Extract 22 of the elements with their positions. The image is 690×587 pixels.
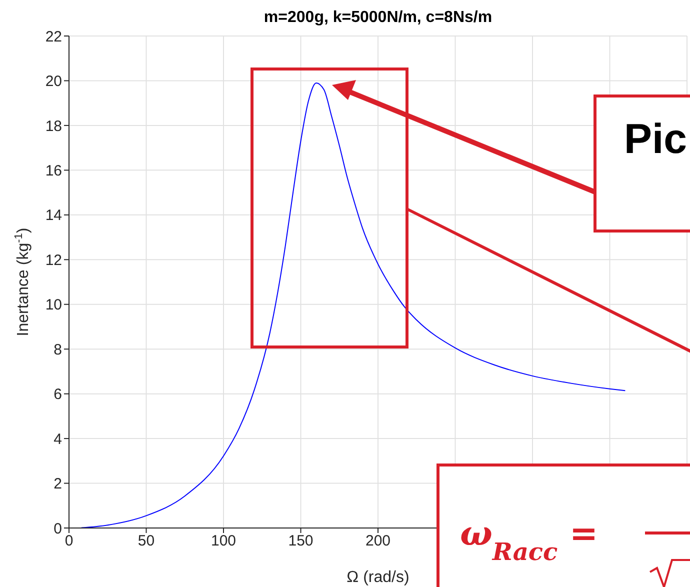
y-tick-label: 2 [54, 476, 62, 493]
annotation: ω$_{Racc}$ = [460, 514, 598, 566]
x-tick-label: 100 [210, 532, 236, 550]
y-tick-label: 4 [54, 430, 62, 448]
y-tick-label: 10 [45, 296, 62, 314]
x-tick-label: 50 [138, 532, 155, 550]
y-tick-label: 16 [45, 162, 62, 180]
chart-title: m=200g, k=5000N/m, c=8Ns/m [264, 9, 492, 26]
annotation: Pic [624, 115, 688, 162]
x-axis-title: Ω (rad/s) [346, 569, 410, 586]
y-tick-label: 20 [45, 73, 62, 90]
line-series [80, 82, 626, 528]
y-tick-label: 18 [45, 118, 62, 135]
y-tick-label: 8 [54, 341, 62, 358]
x-tick-label: 150 [288, 532, 314, 550]
x-tick-label: 0 [64, 532, 74, 550]
y-tick-label: 12 [45, 252, 62, 269]
x-tick-label: 200 [365, 532, 391, 550]
y-tick-label: 6 [54, 386, 62, 404]
y-tick-label: 14 [45, 207, 62, 224]
y-tick-label: 0 [54, 520, 62, 538]
y-tick-label: 22 [45, 28, 62, 46]
